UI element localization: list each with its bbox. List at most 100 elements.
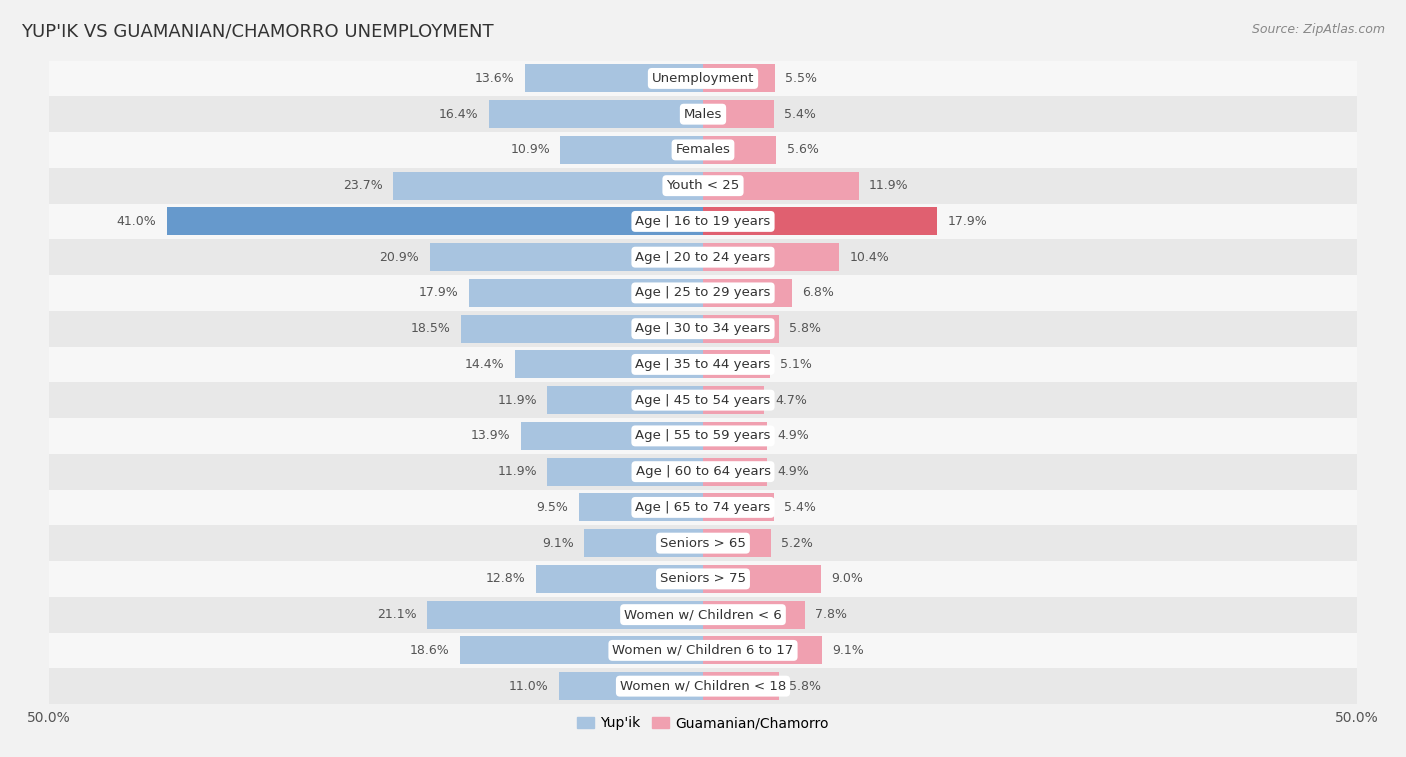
Text: Seniors > 65: Seniors > 65 <box>659 537 747 550</box>
Text: 14.4%: 14.4% <box>464 358 505 371</box>
Bar <box>703 494 773 522</box>
Text: Youth < 25: Youth < 25 <box>666 179 740 192</box>
Bar <box>703 136 776 164</box>
Text: 9.1%: 9.1% <box>832 644 865 657</box>
Bar <box>49 418 1357 453</box>
Bar <box>49 61 1357 96</box>
Text: 10.4%: 10.4% <box>849 251 889 263</box>
Text: Source: ZipAtlas.com: Source: ZipAtlas.com <box>1251 23 1385 36</box>
Bar <box>703 529 770 557</box>
Bar <box>49 633 1357 668</box>
Text: 12.8%: 12.8% <box>485 572 526 585</box>
Bar <box>49 204 1357 239</box>
Text: Females: Females <box>675 143 731 157</box>
Bar <box>49 490 1357 525</box>
Text: Age | 25 to 29 years: Age | 25 to 29 years <box>636 286 770 300</box>
Bar <box>703 100 773 128</box>
Text: Age | 45 to 54 years: Age | 45 to 54 years <box>636 394 770 407</box>
Bar <box>49 561 1357 597</box>
Bar <box>579 494 703 522</box>
Bar <box>49 597 1357 633</box>
Text: 5.2%: 5.2% <box>782 537 813 550</box>
Text: Women w/ Children < 6: Women w/ Children < 6 <box>624 608 782 621</box>
Text: 17.9%: 17.9% <box>419 286 458 300</box>
Text: Seniors > 75: Seniors > 75 <box>659 572 747 585</box>
Text: 5.8%: 5.8% <box>789 322 821 335</box>
Text: 4.9%: 4.9% <box>778 465 810 478</box>
Bar <box>461 315 703 343</box>
Text: Males: Males <box>683 107 723 120</box>
Bar <box>561 136 703 164</box>
Bar <box>560 672 703 700</box>
Text: 9.0%: 9.0% <box>831 572 863 585</box>
Bar <box>488 100 703 128</box>
Text: 11.9%: 11.9% <box>498 465 537 478</box>
Text: 13.9%: 13.9% <box>471 429 510 442</box>
Bar <box>49 132 1357 168</box>
Bar <box>526 64 703 92</box>
Text: 10.9%: 10.9% <box>510 143 550 157</box>
Text: 13.6%: 13.6% <box>475 72 515 85</box>
Text: Age | 55 to 59 years: Age | 55 to 59 years <box>636 429 770 442</box>
Bar <box>460 637 703 665</box>
Text: 23.7%: 23.7% <box>343 179 382 192</box>
Text: 11.9%: 11.9% <box>869 179 908 192</box>
Text: 5.5%: 5.5% <box>786 72 817 85</box>
Text: 17.9%: 17.9% <box>948 215 987 228</box>
Text: Unemployment: Unemployment <box>652 72 754 85</box>
Bar <box>427 601 703 628</box>
Text: 18.6%: 18.6% <box>409 644 450 657</box>
Bar <box>703 386 765 414</box>
Bar <box>703 565 821 593</box>
Bar <box>522 422 703 450</box>
Bar <box>547 458 703 485</box>
Bar <box>49 96 1357 132</box>
Bar <box>547 386 703 414</box>
Bar <box>703 279 792 307</box>
Text: 6.8%: 6.8% <box>803 286 834 300</box>
Text: 16.4%: 16.4% <box>439 107 478 120</box>
Text: Age | 16 to 19 years: Age | 16 to 19 years <box>636 215 770 228</box>
Bar <box>49 382 1357 418</box>
Bar <box>703 458 768 485</box>
Bar <box>49 668 1357 704</box>
Bar <box>167 207 703 235</box>
Text: 41.0%: 41.0% <box>117 215 156 228</box>
Text: Women w/ Children < 18: Women w/ Children < 18 <box>620 680 786 693</box>
Bar <box>49 347 1357 382</box>
Text: 7.8%: 7.8% <box>815 608 848 621</box>
Bar <box>703 207 936 235</box>
Text: 5.4%: 5.4% <box>785 107 815 120</box>
Bar <box>49 239 1357 275</box>
Bar <box>703 64 775 92</box>
Text: 9.1%: 9.1% <box>541 537 574 550</box>
Bar <box>703 601 806 628</box>
Text: 11.0%: 11.0% <box>509 680 548 693</box>
Text: 5.1%: 5.1% <box>780 358 813 371</box>
Text: 4.9%: 4.9% <box>778 429 810 442</box>
Text: Women w/ Children 6 to 17: Women w/ Children 6 to 17 <box>613 644 793 657</box>
Bar <box>49 453 1357 490</box>
Bar <box>394 172 703 200</box>
Text: Age | 65 to 74 years: Age | 65 to 74 years <box>636 501 770 514</box>
Bar <box>703 172 859 200</box>
Bar <box>536 565 703 593</box>
Text: 20.9%: 20.9% <box>380 251 419 263</box>
Bar <box>49 525 1357 561</box>
Bar <box>703 422 768 450</box>
Bar <box>583 529 703 557</box>
Text: 4.7%: 4.7% <box>775 394 807 407</box>
Bar <box>49 168 1357 204</box>
Text: Age | 60 to 64 years: Age | 60 to 64 years <box>636 465 770 478</box>
Bar <box>703 637 823 665</box>
Bar <box>49 275 1357 311</box>
Text: 9.5%: 9.5% <box>537 501 568 514</box>
Bar <box>49 311 1357 347</box>
Text: 18.5%: 18.5% <box>411 322 451 335</box>
Bar <box>703 243 839 271</box>
Legend: Yup'ik, Guamanian/Chamorro: Yup'ik, Guamanian/Chamorro <box>571 711 835 736</box>
Text: Age | 20 to 24 years: Age | 20 to 24 years <box>636 251 770 263</box>
Text: YUP'IK VS GUAMANIAN/CHAMORRO UNEMPLOYMENT: YUP'IK VS GUAMANIAN/CHAMORRO UNEMPLOYMEN… <box>21 23 494 41</box>
Bar <box>515 350 703 378</box>
Text: 5.6%: 5.6% <box>787 143 818 157</box>
